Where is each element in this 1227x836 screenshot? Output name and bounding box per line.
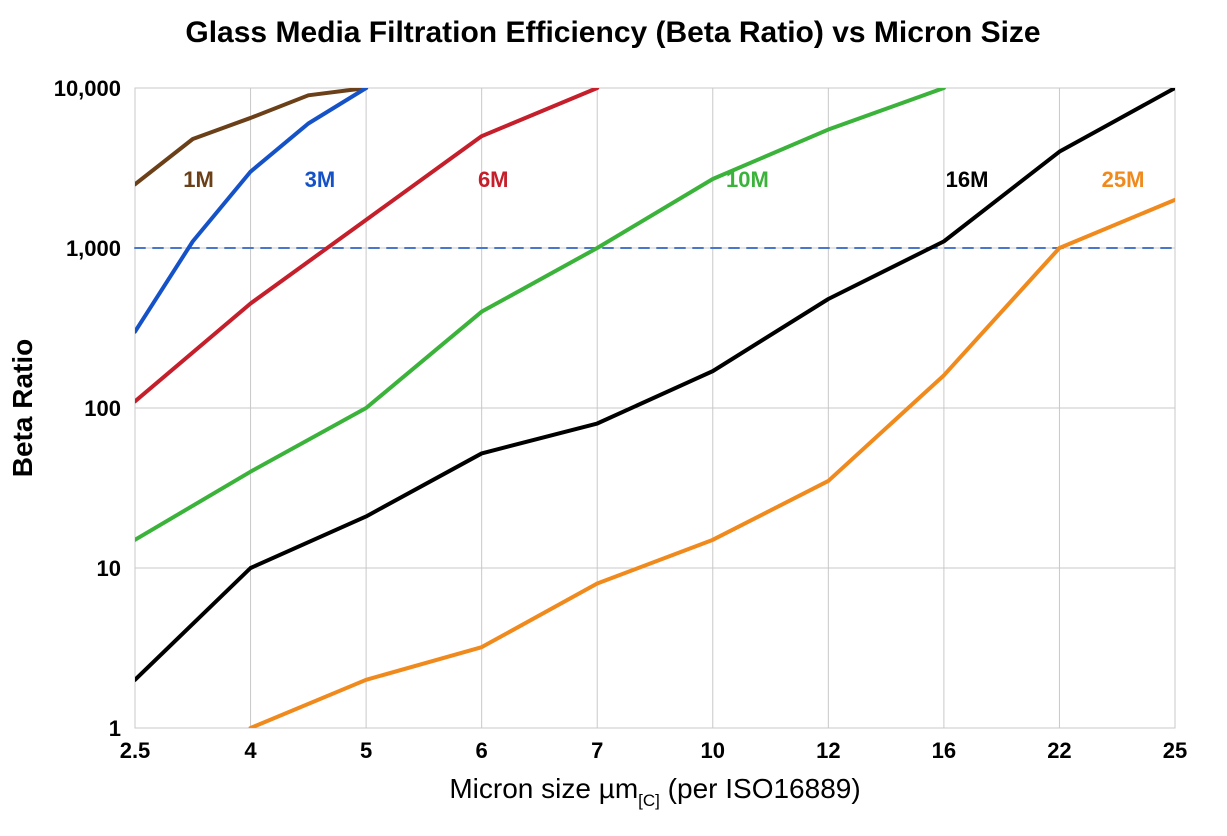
series-label-25M: 25M (1102, 167, 1145, 192)
beta-ratio-chart: Glass Media Filtration Efficiency (Beta … (0, 0, 1227, 836)
chart-axes: 2.5 4 5 6 7 10 12 16 22 25 1 10 100 1,000 10,000 (54, 76, 1188, 763)
x-tick-label: 16 (932, 738, 956, 763)
x-tick-label: 25 (1163, 738, 1187, 763)
x-axis-label: Micron size µm[C] (per ISO16889) (449, 773, 860, 810)
series-label-1M: 1M (183, 167, 214, 192)
chart-container: Glass Media Filtration Efficiency (Beta … (0, 0, 1227, 836)
series-line-16M (135, 88, 1175, 680)
x-tick-label: 22 (1047, 738, 1071, 763)
series-label-10M: 10M (726, 167, 769, 192)
x-tick-label: 5 (360, 738, 372, 763)
y-tick-label: 100 (84, 396, 121, 421)
series-label-6M: 6M (478, 167, 509, 192)
series-label-16M: 16M (946, 167, 989, 192)
series-labels: 1M 3M 6M 10M 16M 25M (183, 167, 1144, 192)
series-label-3M: 3M (305, 167, 336, 192)
x-tick-label: 12 (816, 738, 840, 763)
y-axis-label: Beta Ratio (7, 339, 38, 477)
x-tick-label: 10 (701, 738, 725, 763)
x-axis-label-text: Micron size µm[C] (per ISO16889) (449, 773, 860, 810)
y-tick-label: 10,000 (54, 76, 121, 101)
series-line-10M (135, 88, 944, 540)
chart-title: Glass Media Filtration Efficiency (Beta … (185, 16, 1040, 49)
x-tick-label: 6 (476, 738, 488, 763)
y-tick-label: 10 (97, 556, 121, 581)
x-tick-label: 7 (591, 738, 603, 763)
x-tick-label: 2.5 (120, 738, 151, 763)
x-tick-label: 4 (244, 738, 257, 763)
y-tick-label: 1 (109, 716, 121, 741)
y-tick-label: 1,000 (66, 236, 121, 261)
